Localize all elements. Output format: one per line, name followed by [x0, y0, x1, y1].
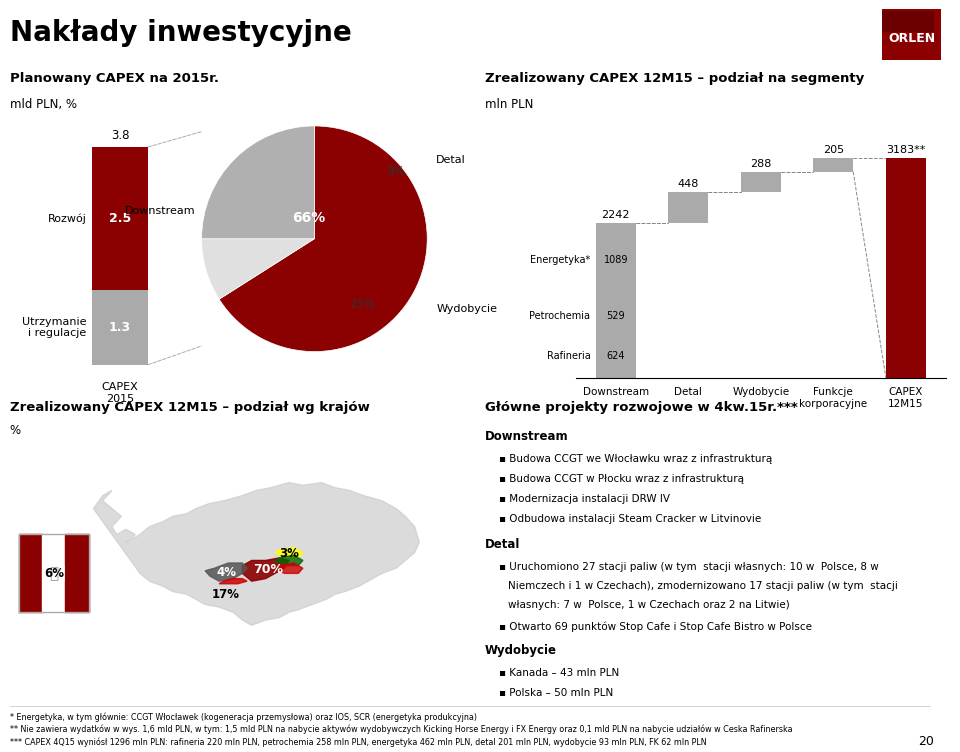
Text: Detal: Detal: [485, 538, 520, 550]
Text: Utrzymanie
i regulacje: Utrzymanie i regulacje: [22, 317, 86, 338]
Text: ▪ Otwarto 69 punktów Stop Cafe i Stop Cafe Bistro w Polsce: ▪ Otwarto 69 punktów Stop Cafe i Stop Ca…: [499, 621, 812, 632]
Polygon shape: [42, 535, 65, 612]
Text: mln PLN: mln PLN: [485, 98, 533, 111]
Text: 66%: 66%: [292, 211, 325, 226]
Text: * Energetyka, w tym głównie: CCGT Włocławek (kogeneracja przemysłowa) oraz IOS, : * Energetyka, w tym głównie: CCGT Włocła…: [10, 712, 476, 722]
Text: 624: 624: [607, 351, 625, 361]
Wedge shape: [202, 238, 314, 299]
Polygon shape: [205, 563, 247, 581]
Polygon shape: [93, 483, 420, 626]
Text: 1089: 1089: [604, 255, 628, 265]
Text: 448: 448: [678, 179, 699, 190]
Bar: [596, 223, 636, 378]
Text: 17%: 17%: [212, 587, 240, 601]
Text: Zrealizowany CAPEX 12M15 – podział wg krajów: Zrealizowany CAPEX 12M15 – podział wg kr…: [10, 401, 370, 414]
Text: Wydobycie: Wydobycie: [485, 644, 557, 657]
Text: 6%: 6%: [44, 567, 63, 580]
Bar: [668, 192, 708, 223]
Text: ▪ Modernizacja instalacji DRW IV: ▪ Modernizacja instalacji DRW IV: [499, 494, 670, 504]
Text: ▪ Budowa CCGT we Włocławku wraz z infrastrukturą: ▪ Budowa CCGT we Włocławku wraz z infras…: [499, 453, 772, 463]
Wedge shape: [219, 126, 427, 351]
Text: Główne projekty rozwojowe w 4kw.15r.***: Główne projekty rozwojowe w 4kw.15r.***: [485, 401, 798, 414]
Text: ▪ Polska – 50 mln PLN: ▪ Polska – 50 mln PLN: [499, 689, 613, 699]
Text: %: %: [10, 423, 21, 436]
Text: Niemczech i 1 w Czechach), zmodernizowano 17 stacji paliw (w tym  stacji: Niemczech i 1 w Czechach), zmodernizowan…: [508, 581, 898, 591]
Polygon shape: [19, 535, 42, 612]
Polygon shape: [219, 578, 247, 584]
Polygon shape: [275, 547, 303, 558]
Text: 70%: 70%: [253, 563, 283, 576]
Text: 2.5: 2.5: [108, 212, 132, 225]
Bar: [741, 171, 780, 192]
Text: *** CAPEX 4Q15 wyniósł 1296 mln PLN: rafineria 220 mln PLN, petrochemia 258 mln : *** CAPEX 4Q15 wyniósł 1296 mln PLN: raf…: [10, 738, 707, 747]
Text: Petrochemia: Petrochemia: [530, 311, 590, 321]
Text: 3183**: 3183**: [886, 145, 925, 155]
Text: 4%: 4%: [216, 566, 236, 578]
Text: ** Nie zawiera wydatków w wys. 1,6 mld PLN, w tym: 1,5 mld PLN na nabycie aktywó: ** Nie zawiera wydatków w wys. 1,6 mld P…: [10, 725, 792, 735]
Text: ▪ Budowa CCGT w Płocku wraz z infrastrukturą: ▪ Budowa CCGT w Płocku wraz z infrastruk…: [499, 474, 744, 484]
Text: ▪ Odbudowa instalacji Steam Cracker w Litvinovie: ▪ Odbudowa instalacji Steam Cracker w Li…: [499, 514, 761, 524]
Wedge shape: [202, 126, 315, 239]
FancyBboxPatch shape: [882, 9, 941, 60]
Text: ▪ Uruchomiono 27 stacji paliw (w tym  stacji własnych: 10 w  Polsce, 8 w: ▪ Uruchomiono 27 stacji paliw (w tym sta…: [499, 562, 878, 572]
Text: 288: 288: [750, 159, 772, 169]
Text: ORLEN: ORLEN: [888, 32, 935, 45]
Polygon shape: [65, 535, 88, 612]
Text: 20: 20: [918, 735, 934, 748]
FancyBboxPatch shape: [882, 11, 934, 32]
Text: CAPEX
2015: CAPEX 2015: [102, 382, 138, 404]
Text: 25%: 25%: [348, 298, 374, 311]
Text: Downstream: Downstream: [126, 205, 196, 216]
Text: ▪ Kanada – 43 mln PLN: ▪ Kanada – 43 mln PLN: [499, 668, 619, 678]
Bar: [92, 290, 148, 365]
Text: Rozwój: Rozwój: [48, 214, 86, 224]
Polygon shape: [275, 555, 303, 566]
Text: 3%: 3%: [279, 547, 299, 560]
Text: 205: 205: [823, 145, 844, 155]
Text: Planowany CAPEX na 2015r.: Planowany CAPEX na 2015r.: [10, 72, 219, 85]
Text: Zrealizowany CAPEX 12M15 – podział na segmenty: Zrealizowany CAPEX 12M15 – podział na se…: [485, 72, 864, 85]
Polygon shape: [242, 558, 289, 581]
Text: 529: 529: [607, 311, 625, 321]
Text: Detal: Detal: [436, 155, 466, 165]
Text: 9%: 9%: [386, 165, 405, 177]
Text: Wydobycie: Wydobycie: [436, 304, 497, 314]
Text: mld PLN, %: mld PLN, %: [10, 98, 77, 111]
Text: Rafineria: Rafineria: [547, 351, 590, 361]
Polygon shape: [275, 563, 303, 573]
Bar: [92, 147, 148, 290]
Text: Downstream: Downstream: [485, 429, 568, 443]
Text: 2242: 2242: [602, 210, 630, 220]
Text: 🍁: 🍁: [49, 566, 59, 581]
Text: Nakłady inwestycyjne: Nakłady inwestycyjne: [10, 19, 351, 47]
Bar: [886, 158, 925, 378]
Text: Energetyka*: Energetyka*: [530, 255, 590, 265]
Text: 1.3: 1.3: [108, 321, 132, 334]
Text: 3.8: 3.8: [110, 129, 130, 142]
Bar: [813, 158, 853, 171]
Text: własnych: 7 w  Polsce, 1 w Czechach oraz 2 na Litwie): własnych: 7 w Polsce, 1 w Czechach oraz …: [508, 600, 790, 610]
